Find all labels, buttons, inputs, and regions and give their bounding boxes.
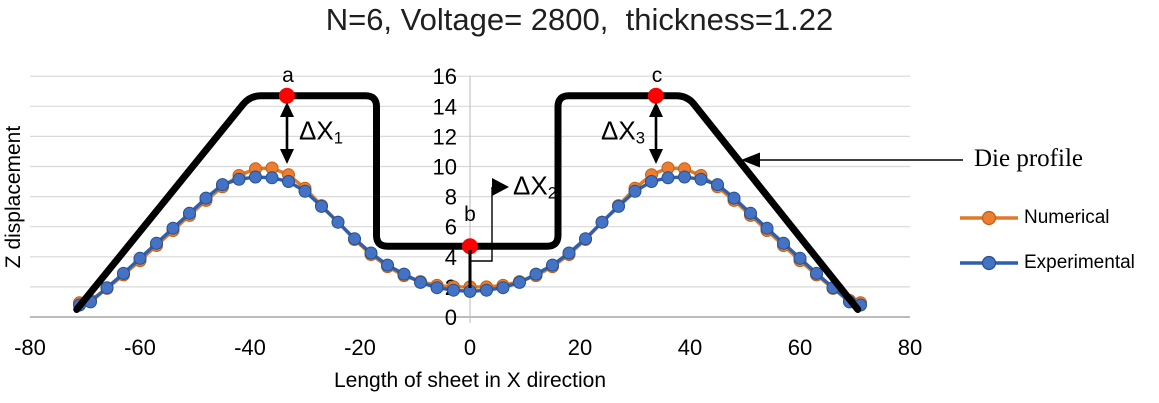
legend-entry-experimental: Experimental (960, 252, 1135, 274)
experimental-marker (397, 267, 411, 281)
delta-x3-text: ΔX (601, 115, 636, 146)
experimental-marker (529, 267, 543, 281)
chart-title: N=6, Voltage= 2800, thickness=1.22 (325, 2, 834, 37)
x-tick-label: 0 (464, 335, 476, 360)
experimental-marker (595, 215, 609, 229)
x-axis-title: Length of sheet in X direction (333, 369, 607, 392)
experimental-marker (447, 283, 460, 297)
experimental-marker (793, 251, 807, 265)
delta-x1-subscript: 1 (333, 128, 343, 148)
experimental-marker (298, 184, 312, 198)
x-tick-label: 20 (568, 335, 592, 360)
experimental-marker (150, 236, 163, 250)
experimental-marker (562, 246, 576, 260)
die-profile-arrowhead (741, 152, 760, 168)
experimental-marker (199, 191, 213, 205)
delta-x1-arrow-head-top (280, 102, 294, 117)
experimental-swatch-marker (981, 255, 997, 271)
experimental-marker (711, 178, 724, 192)
delta-x3-arrow (649, 102, 663, 164)
experimental-marker (381, 258, 394, 272)
point-b-label: b (464, 203, 476, 226)
legend-entry-numerical: Numerical (960, 207, 1110, 229)
x-tick-label: -60 (124, 335, 156, 360)
x-tick-label: -20 (344, 335, 376, 360)
y-axis-title: Z displacement (2, 125, 25, 269)
experimental-marker (645, 175, 658, 188)
delta-x2-bracket (470, 187, 493, 262)
experimental-marker (133, 251, 147, 265)
experimental-marker (579, 232, 592, 246)
experimental-marker (744, 206, 757, 220)
experimental-marker (414, 275, 427, 289)
experimental-marker (265, 171, 279, 185)
experimental-marker (282, 175, 295, 188)
experimental-marker (810, 266, 823, 280)
delta-x1-text: ΔX (299, 115, 334, 146)
delta-x3-label: ΔX3 (601, 116, 645, 149)
experimental-marker (348, 232, 361, 246)
delta-x1-arrow-head-bottom (280, 149, 294, 164)
delta-x1-arrow (280, 102, 294, 164)
point-b (462, 238, 478, 255)
experimental-marker (100, 281, 114, 295)
experimental-marker (480, 283, 493, 297)
experimental-marker (513, 275, 526, 289)
y-tick-label: 10 (433, 155, 457, 180)
delta-x2-arrowhead (492, 178, 509, 196)
experimental-marker (331, 215, 345, 229)
legend-label-experimental: Experimental (1024, 252, 1135, 273)
delta-x3-subscript: 3 (635, 128, 645, 148)
experimental-marker (232, 172, 246, 186)
point-a (278, 87, 295, 104)
x-tick-label: -80 (14, 335, 46, 360)
y-tick-label: 12 (433, 124, 457, 149)
experimental-marker (496, 281, 510, 295)
experimental-marker (727, 191, 741, 205)
y-tick-label: 0 (445, 305, 457, 330)
x-tick-label: 60 (788, 335, 812, 360)
point-c (647, 87, 664, 104)
experimental-marker (777, 236, 790, 250)
experimental-marker (117, 266, 130, 280)
delta-x2-text: ΔX (513, 170, 548, 201)
experimental-marker (249, 170, 262, 184)
x-tick-label: 80 (898, 335, 922, 360)
point-a-label: a (282, 64, 294, 87)
experimental-marker (364, 246, 378, 260)
experimental-marker (546, 258, 559, 272)
experimental-marker (612, 199, 625, 213)
experimental-marker (183, 206, 196, 220)
experimental-marker (430, 281, 444, 295)
delta-x3-arrow-head-top (649, 102, 663, 117)
experimental-marker (216, 178, 229, 192)
legend-label-numerical: Numerical (1024, 207, 1110, 228)
y-tick-label: 8 (445, 185, 457, 210)
experimental-legend-swatch (960, 255, 1018, 271)
die-profile-label: Die profile (974, 145, 1083, 172)
point-c-label: c (651, 64, 663, 87)
y-tick-label: 6 (445, 215, 457, 240)
experimental-marker (678, 170, 691, 184)
y-tick-label: 4 (445, 245, 457, 270)
experimental-marker (315, 199, 328, 213)
experimental-marker (760, 221, 774, 235)
experimental-marker (661, 171, 675, 185)
y-tick-label: 14 (433, 94, 457, 119)
y-tick-label: 16 (433, 64, 457, 89)
experimental-marker (166, 221, 180, 235)
numerical-legend-swatch (960, 210, 1018, 226)
delta-x3-arrow-head-bottom (649, 149, 663, 164)
delta-x2-label: ΔX2 (513, 171, 557, 204)
delta-x2-subscript: 2 (547, 183, 557, 203)
numerical-swatch-marker (981, 210, 997, 226)
x-tick-label: -40 (234, 335, 266, 360)
experimental-marker (628, 184, 642, 198)
experimental-marker (694, 172, 708, 186)
x-tick-label: 40 (678, 335, 702, 360)
delta-x1-label: ΔX1 (299, 116, 343, 149)
